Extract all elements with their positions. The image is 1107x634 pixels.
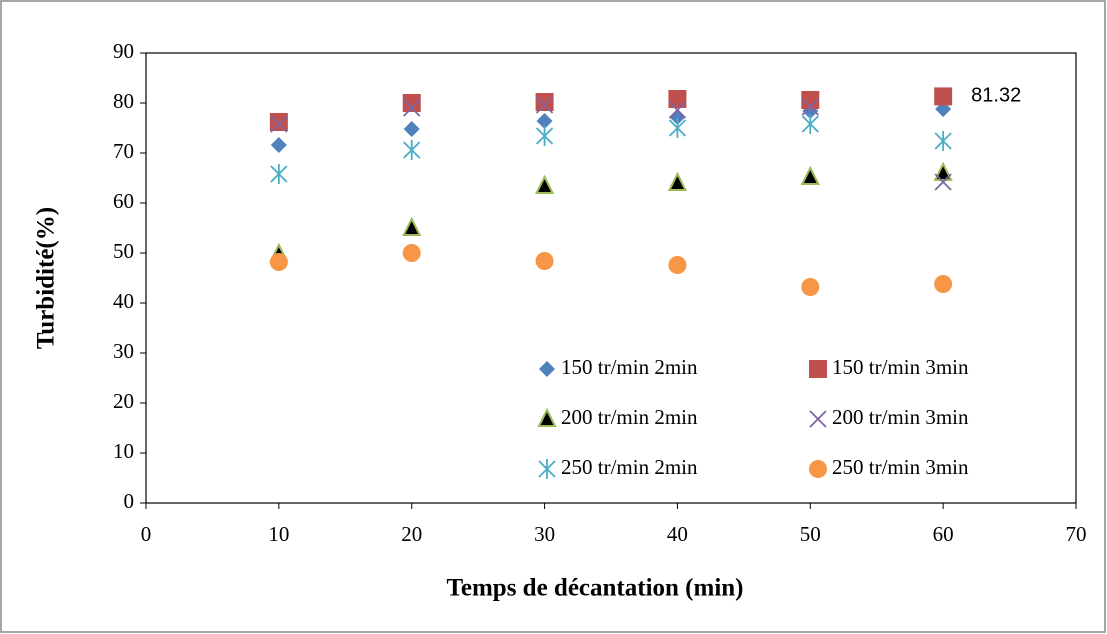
x-tick-label: 40 <box>667 522 688 546</box>
y-tick-label: 0 <box>124 489 135 513</box>
point <box>801 91 820 109</box>
point <box>534 174 555 194</box>
x-tick-label: 60 <box>933 522 954 546</box>
legend-label: 150 tr/min 2min <box>561 355 698 379</box>
y-axis-title: Turbidité(%) <box>33 207 60 349</box>
y-tick-label: 10 <box>113 439 134 463</box>
point <box>801 114 819 134</box>
legend-label: 200 tr/min 3min <box>832 405 969 429</box>
data-label: 81.32 <box>971 85 1021 107</box>
x-tick-label: 70 <box>1066 522 1087 546</box>
point <box>934 275 953 293</box>
point <box>270 115 288 133</box>
x-tick-label: 10 <box>268 522 289 546</box>
legend-label: 250 tr/min 3min <box>832 455 969 479</box>
point <box>667 171 688 191</box>
point <box>934 173 952 191</box>
y-tick-label: 30 <box>113 339 134 363</box>
point <box>668 101 687 119</box>
legend-marker <box>537 407 557 427</box>
point <box>535 96 554 114</box>
point <box>934 87 953 106</box>
y-tick-label: 90 <box>113 39 134 63</box>
point <box>402 94 421 112</box>
point <box>535 126 554 146</box>
point <box>403 99 421 117</box>
point <box>402 216 422 236</box>
legend-marker <box>538 459 556 479</box>
y-tick-label: 80 <box>113 89 134 113</box>
legend-label: 250 tr/min 2min <box>561 455 698 479</box>
point <box>668 256 687 274</box>
point <box>535 93 554 111</box>
legend-marker <box>809 360 827 378</box>
y-tick-label: 60 <box>113 189 134 213</box>
legend-label: 200 tr/min 2min <box>561 405 698 429</box>
point <box>270 137 287 153</box>
legend-label: 150 tr/min 3min <box>832 355 969 379</box>
plot-area <box>145 52 1077 504</box>
legend-marker <box>809 460 827 478</box>
point <box>270 164 288 184</box>
point <box>800 165 820 185</box>
point <box>403 140 421 160</box>
x-tick-label: 20 <box>401 522 422 546</box>
x-tick-label: 0 <box>141 522 152 546</box>
x-tick-label: 50 <box>800 522 821 546</box>
y-tick-label: 70 <box>113 139 134 163</box>
point <box>269 253 288 271</box>
point <box>801 278 820 296</box>
point <box>933 161 953 181</box>
y-tick-label: 50 <box>113 239 134 263</box>
point <box>536 113 553 129</box>
point <box>934 131 952 151</box>
legend-marker <box>539 361 555 377</box>
point <box>535 252 554 270</box>
point <box>402 244 421 262</box>
point <box>668 118 687 138</box>
point <box>668 90 687 108</box>
x-tick-label: 30 <box>534 522 555 546</box>
point <box>801 98 819 116</box>
x-axis-title: Temps de décantation (min) <box>446 575 743 602</box>
point <box>403 121 420 137</box>
point <box>269 113 288 131</box>
y-tick-label: 40 <box>113 289 134 313</box>
y-tick-label: 20 <box>113 389 134 413</box>
legend-marker <box>809 410 827 428</box>
